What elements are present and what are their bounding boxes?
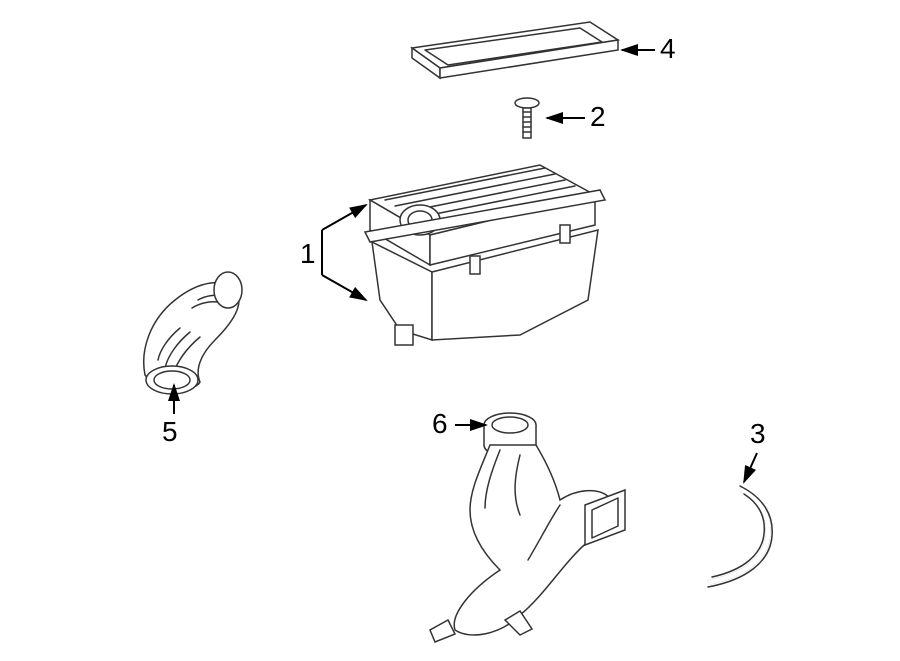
callout-label-5: 5 bbox=[162, 418, 178, 446]
callout-label-1: 1 bbox=[300, 240, 316, 268]
callout-label-4: 4 bbox=[660, 35, 676, 63]
callout-label-6: 6 bbox=[432, 410, 448, 438]
part-air-cleaner bbox=[365, 165, 605, 345]
callout-label-2: 2 bbox=[590, 103, 606, 131]
parts-diagram bbox=[0, 0, 900, 661]
part-vent-hose bbox=[708, 486, 772, 587]
callout-1-arrows bbox=[322, 205, 366, 300]
callout-label-3: 3 bbox=[750, 420, 766, 448]
part-air-filter bbox=[412, 22, 618, 78]
part-inlet-duct bbox=[430, 413, 625, 642]
part-outlet-hose bbox=[144, 272, 242, 394]
part-bolt bbox=[515, 98, 539, 138]
callout-3-arrow bbox=[744, 453, 757, 482]
